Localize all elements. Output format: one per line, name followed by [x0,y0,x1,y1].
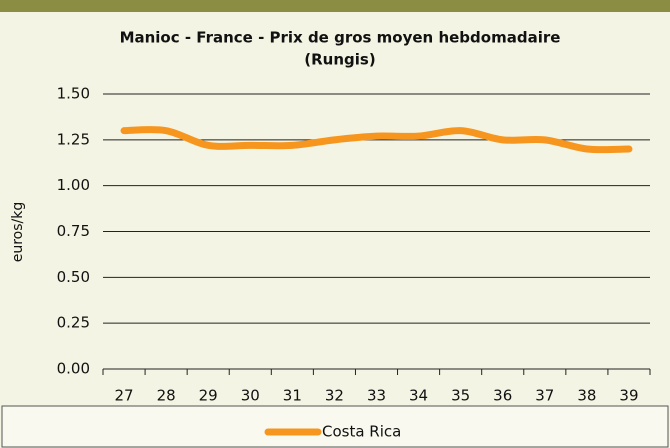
x-tick-label: 36 [493,387,512,405]
legend-label: Costa Rica [322,423,401,441]
y-tick-label: 0.75 [57,222,90,240]
x-tick-label: 39 [619,387,638,405]
chart-title: Manioc - France - Prix de gros moyen heb… [120,29,561,47]
y-tick-label: 1.00 [57,176,90,194]
x-tick-label: 32 [325,387,344,405]
y-tick-label: 1.25 [57,130,90,148]
line-series [120,126,633,154]
y-tick-label: 0.50 [57,268,90,286]
y-tick-label: 1.50 [57,85,90,103]
x-tick-label: 29 [199,387,218,405]
x-tick-label: 27 [114,387,133,405]
x-tick-label: 33 [367,387,386,405]
x-tick-label: 28 [157,387,176,405]
y-tick-label: 0.25 [57,314,90,332]
x-tick-label: 31 [283,387,302,405]
y-axis-title: euros/kg [10,202,26,263]
x-tick-label: 35 [451,387,470,405]
x-tick-label: 37 [535,387,554,405]
x-tick-label: 34 [409,387,428,405]
legend-box [1,405,669,448]
x-tick-label: 38 [577,387,596,405]
x-tick-label: 30 [241,387,260,405]
header-band [0,0,670,12]
y-tick-label: 0.00 [57,360,90,378]
chart-title: (Rungis) [304,51,375,69]
